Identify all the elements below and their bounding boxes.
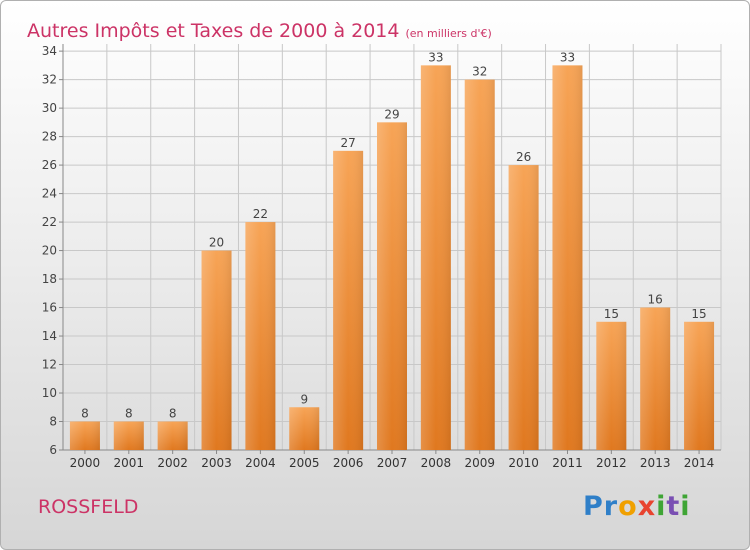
y-tick-label: 8 — [49, 415, 57, 429]
bars — [69, 65, 715, 451]
data-label: 9 — [300, 392, 308, 406]
y-tick-label: 22 — [42, 215, 57, 229]
chart-title-main: Autres Impôts et Taxes de 2000 à 2014 — [27, 20, 400, 42]
x-tick-label: 2006 — [333, 456, 364, 470]
bar-shade — [552, 65, 583, 451]
data-label: 33 — [560, 50, 575, 64]
data-label: 8 — [125, 407, 133, 421]
proxiti-logo[interactable]: Proxiti — [583, 491, 691, 522]
y-tick-label: 14 — [42, 329, 57, 343]
y-tick-label: 6 — [49, 443, 57, 457]
x-axis-tick-labels: 2000 2001 2002 2003 2004 2005 2006 2007 2008 2009… — [70, 456, 715, 470]
data-label: 16 — [648, 293, 663, 307]
bar-shade — [157, 421, 188, 450]
bar-shade — [289, 407, 320, 450]
bar-shade — [333, 150, 364, 450]
bar-shade — [201, 250, 232, 450]
data-label: 8 — [169, 407, 177, 421]
bar-shade — [508, 165, 539, 451]
bar-shade — [684, 321, 715, 450]
y-tick-label: 26 — [42, 158, 57, 172]
bar-shade — [245, 222, 276, 450]
x-tick-label: 2013 — [640, 456, 671, 470]
data-label: 8 — [81, 407, 89, 421]
x-tick-label: 2004 — [245, 456, 276, 470]
bar-shade — [113, 421, 144, 450]
data-label: 27 — [340, 136, 355, 150]
y-tick-label: 16 — [42, 301, 57, 315]
x-tick-label: 2011 — [552, 456, 583, 470]
x-tick-label: 2000 — [70, 456, 101, 470]
data-label: 32 — [472, 65, 487, 79]
x-tick-label: 2002 — [157, 456, 188, 470]
data-label: 20 — [209, 236, 224, 250]
bar-shade — [640, 307, 671, 450]
y-tick-label: 30 — [42, 101, 57, 115]
y-tick-label: 32 — [42, 73, 57, 87]
data-label: 33 — [428, 50, 443, 64]
y-tick-label: 28 — [42, 130, 57, 144]
y-tick-label: 10 — [42, 386, 57, 400]
commune-name: ROSSFELD — [38, 496, 139, 518]
y-tick-label: 12 — [42, 358, 57, 372]
data-label: 15 — [691, 307, 706, 321]
chart-title: Autres Impôts et Taxes de 2000 à 2014 (en… — [27, 7, 492, 45]
x-tick-label: 2014 — [684, 456, 715, 470]
x-tick-label: 2007 — [377, 456, 408, 470]
chart-unit-note: (en milliers d'€) — [405, 27, 492, 40]
data-label: 26 — [516, 150, 531, 164]
bar-shade — [69, 421, 100, 450]
x-tick-label: 2005 — [289, 456, 320, 470]
y-tick-label: 18 — [42, 272, 57, 286]
bar-shade — [420, 65, 451, 451]
bar-shade — [464, 79, 495, 450]
x-tick-label: 2010 — [508, 456, 539, 470]
data-label: 15 — [604, 307, 619, 321]
y-axis-tick-labels: 6 8 10 12 14 16 18 20 22 24 26 28 30 32 34 — [42, 44, 57, 457]
x-tick-label: 2012 — [596, 456, 627, 470]
bar-shade — [596, 321, 627, 450]
data-label: 29 — [384, 107, 399, 121]
y-tick-label: 20 — [42, 244, 57, 258]
y-tick-label: 34 — [42, 44, 57, 58]
bar-shade — [377, 122, 407, 450]
x-tick-label: 2001 — [114, 456, 145, 470]
x-tick-label: 2003 — [201, 456, 232, 470]
x-tick-label: 2009 — [464, 456, 495, 470]
y-tick-label: 24 — [42, 187, 57, 201]
data-label: 22 — [253, 207, 268, 221]
x-tick-label: 2008 — [421, 456, 452, 470]
data-labels: 8 8 8 20 22 9 27 29 33 32 26 33 15 16 15 — [81, 50, 707, 420]
